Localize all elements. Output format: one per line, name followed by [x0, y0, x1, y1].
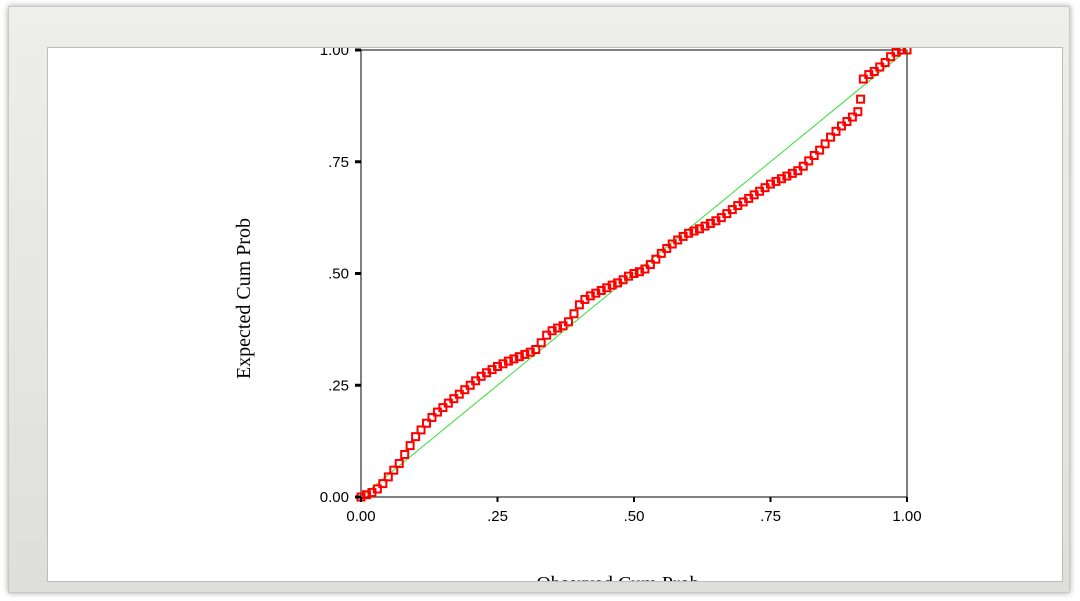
data-point: [831, 126, 841, 136]
data-point: [427, 412, 437, 422]
data-point: [520, 349, 530, 359]
data-point: [897, 48, 907, 55]
data-point: [531, 344, 541, 354]
y-tick-label: .25: [328, 377, 349, 394]
data-point: [509, 354, 519, 364]
y-axis-ticks: 0.00 .25 .50 .75 1.00: [320, 48, 361, 506]
reference-line: [360, 49, 908, 498]
y-tick-label: .75: [328, 154, 349, 171]
data-point: [361, 490, 371, 500]
data-point: [569, 309, 579, 319]
y-axis-title: Expected Cum Prob: [233, 218, 255, 379]
data-point: [826, 132, 836, 142]
data-point: [503, 356, 513, 366]
data-point: [847, 112, 857, 122]
data-point: [607, 280, 617, 290]
y-tick-label: 0.00: [320, 489, 349, 506]
x-axis-title: Observed Cum Prob: [536, 573, 699, 581]
pp-plot: 0.00 .25 .50 .75 1.00 0.00 .25 .50 .75 1.00 Obse…: [233, 48, 922, 581]
x-tick-label: .75: [760, 508, 781, 525]
data-point: [798, 161, 808, 171]
data-point: [383, 472, 393, 482]
data-point: [815, 145, 825, 155]
data-point: [853, 107, 863, 117]
data-point: [389, 465, 399, 475]
data-point: [514, 352, 524, 362]
data-point: [405, 441, 415, 451]
data-point: [416, 425, 426, 435]
data-point: [400, 450, 410, 460]
data-point: [809, 150, 819, 160]
data-point: [574, 300, 584, 310]
data-point: [563, 317, 573, 327]
data-point: [880, 58, 890, 68]
reference-layer: [360, 49, 908, 498]
data-point: [689, 226, 699, 236]
data-point: [804, 156, 814, 166]
data-point: [820, 139, 830, 149]
chart-panel: 0.00 .25 .50 .75 1.00 0.00 .25 .50 .75 1.00 Obse…: [47, 47, 1063, 582]
data-point: [856, 94, 866, 104]
x-tick-label: 1.00: [892, 508, 921, 525]
data-point: [536, 338, 546, 348]
data-point: [684, 228, 694, 238]
x-axis-ticks: 0.00 .25 .50 .75 1.00: [346, 497, 922, 525]
chart-frame: 0.00 .25 .50 .75 1.00 0.00 .25 .50 .75 1.00 Obse…: [8, 6, 1070, 593]
data-point: [651, 254, 661, 264]
data-point: [645, 260, 655, 270]
x-tick-label: .50: [624, 508, 645, 525]
data-point: [378, 479, 388, 489]
data-point: [891, 48, 901, 57]
y-tick-label: .50: [328, 266, 349, 283]
data-point: [656, 248, 666, 258]
data-point: [422, 418, 432, 428]
x-tick-label: 0.00: [346, 508, 375, 525]
x-tick-label: .25: [487, 508, 508, 525]
y-tick-label: 1.00: [320, 48, 349, 59]
data-point: [411, 432, 421, 442]
points-layer: [356, 48, 912, 502]
data-point: [902, 48, 912, 55]
data-point: [394, 458, 404, 468]
data-point: [629, 269, 639, 278]
data-point: [372, 484, 382, 494]
data-point: [553, 323, 563, 333]
